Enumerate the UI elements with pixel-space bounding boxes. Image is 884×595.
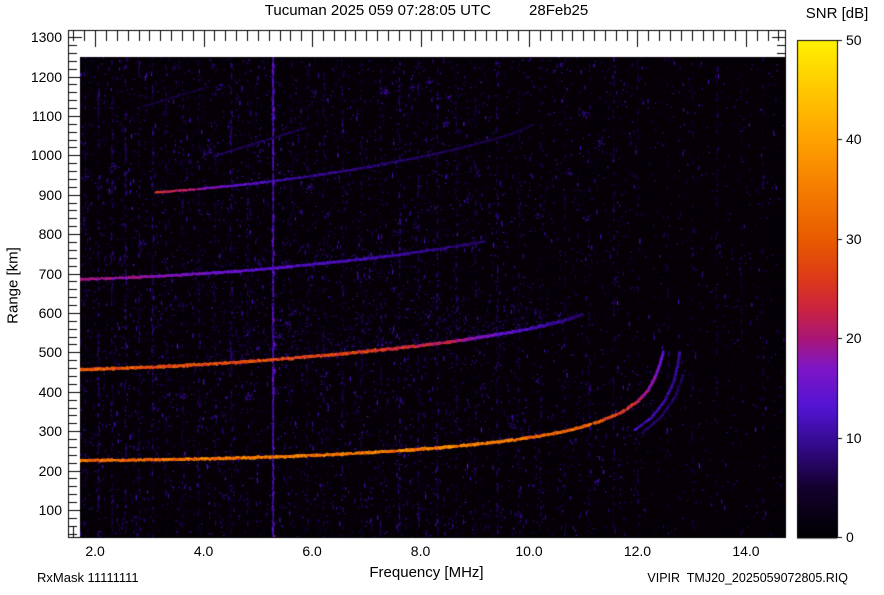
file-reference-label: VIPIR TMJ20_2025059072805.RIQ — [647, 571, 848, 585]
rxmask-label: RxMask 11111111 — [37, 570, 139, 585]
colorbar-title: SNR [dB] — [805, 5, 869, 22]
y-axis-title: Range [km] — [4, 247, 22, 324]
chart-title: Tucuman 2025 059 07:28:05 UTC 28Feb25 — [68, 2, 785, 19]
chart-title-date: 28Feb25 — [529, 2, 589, 19]
x-axis-title: Frequency [MHz] — [369, 564, 484, 581]
chart-title-text: Tucuman 2025 059 07:28:05 UTC — [264, 2, 492, 19]
